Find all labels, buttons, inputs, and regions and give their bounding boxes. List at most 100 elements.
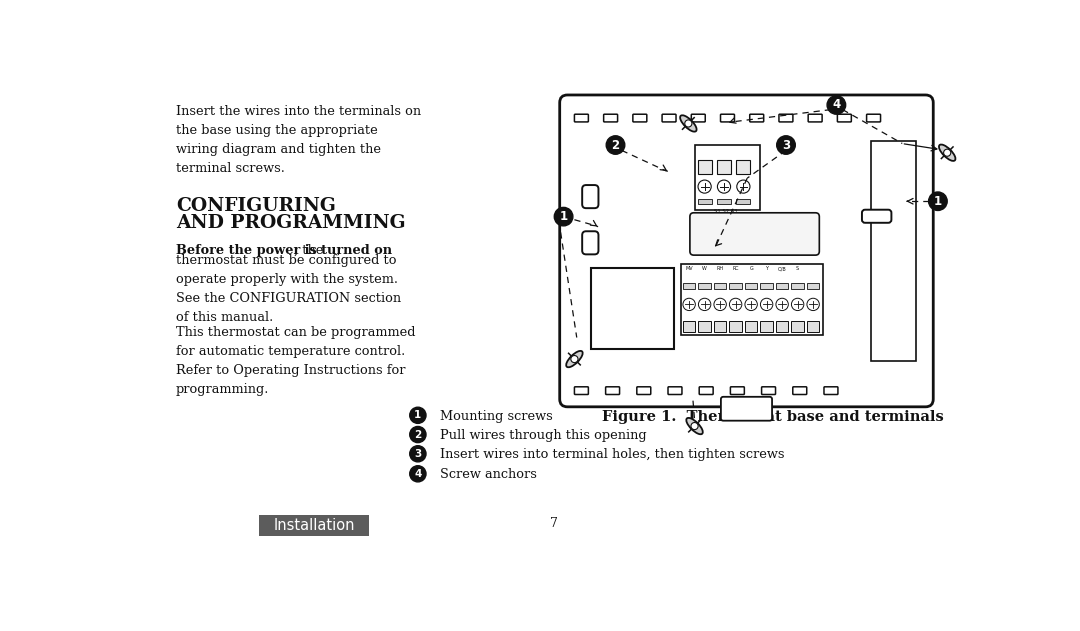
FancyBboxPatch shape	[714, 321, 727, 332]
FancyBboxPatch shape	[683, 283, 696, 289]
Text: 2: 2	[415, 430, 421, 440]
FancyBboxPatch shape	[807, 321, 820, 332]
FancyBboxPatch shape	[680, 264, 823, 335]
Text: RH: RH	[716, 266, 724, 271]
FancyBboxPatch shape	[837, 114, 851, 122]
FancyBboxPatch shape	[591, 268, 674, 349]
FancyBboxPatch shape	[698, 199, 712, 204]
Circle shape	[699, 298, 711, 310]
Text: W: W	[702, 266, 707, 271]
FancyBboxPatch shape	[750, 114, 764, 122]
Text: Figure 1.  Thermostat base and terminals: Figure 1. Thermostat base and terminals	[602, 410, 944, 424]
Circle shape	[929, 192, 947, 211]
Circle shape	[827, 96, 846, 114]
Circle shape	[944, 149, 950, 156]
FancyBboxPatch shape	[669, 387, 681, 394]
FancyBboxPatch shape	[559, 95, 933, 407]
Circle shape	[714, 298, 727, 310]
FancyBboxPatch shape	[637, 387, 651, 394]
FancyBboxPatch shape	[745, 283, 757, 289]
Text: AND PROGRAMMING: AND PROGRAMMING	[176, 213, 406, 232]
Circle shape	[606, 136, 625, 154]
Circle shape	[745, 298, 757, 310]
FancyBboxPatch shape	[729, 283, 742, 289]
FancyBboxPatch shape	[808, 114, 822, 122]
Circle shape	[685, 120, 692, 127]
Text: Insert the wires into the terminals on
the base using the appropriate
wiring dia: Insert the wires into the terminals on t…	[176, 105, 421, 175]
Text: G: G	[750, 266, 753, 271]
Text: 4: 4	[415, 469, 421, 479]
FancyBboxPatch shape	[714, 283, 727, 289]
Circle shape	[729, 298, 742, 310]
Text: 3: 3	[415, 449, 421, 459]
Text: O/B: O/B	[778, 266, 786, 271]
Text: Pull wires through this opening: Pull wires through this opening	[440, 429, 646, 442]
Text: 7: 7	[550, 517, 557, 530]
Circle shape	[409, 445, 426, 462]
FancyBboxPatch shape	[582, 185, 598, 208]
FancyBboxPatch shape	[729, 321, 742, 332]
Ellipse shape	[686, 418, 703, 434]
FancyBboxPatch shape	[730, 387, 744, 394]
Text: RC: RC	[732, 266, 739, 271]
FancyBboxPatch shape	[259, 516, 369, 536]
FancyBboxPatch shape	[699, 283, 711, 289]
FancyBboxPatch shape	[737, 199, 751, 204]
FancyBboxPatch shape	[761, 387, 775, 394]
FancyBboxPatch shape	[717, 160, 731, 174]
Circle shape	[691, 423, 698, 430]
Text: 4: 4	[833, 98, 840, 112]
FancyBboxPatch shape	[792, 283, 804, 289]
Text: This thermostat can be programmed
for automatic temperature control.
Refer to Op: This thermostat can be programmed for au…	[176, 326, 416, 396]
FancyBboxPatch shape	[691, 114, 705, 122]
Circle shape	[807, 298, 820, 310]
FancyBboxPatch shape	[793, 387, 807, 394]
FancyBboxPatch shape	[737, 160, 751, 174]
FancyBboxPatch shape	[698, 160, 712, 174]
Text: 2: 2	[611, 139, 620, 151]
Circle shape	[409, 407, 426, 423]
Circle shape	[409, 466, 426, 482]
FancyBboxPatch shape	[582, 231, 598, 254]
Text: Before the power is turned on: Before the power is turned on	[176, 244, 392, 257]
FancyBboxPatch shape	[575, 114, 589, 122]
Text: 3: 3	[782, 139, 791, 151]
Text: Insert wires into terminal holes, then tighten screws: Insert wires into terminal holes, then t…	[440, 449, 784, 461]
Circle shape	[571, 355, 578, 363]
FancyBboxPatch shape	[717, 199, 731, 204]
Text: Y: Y	[765, 266, 768, 271]
Circle shape	[554, 208, 572, 226]
FancyBboxPatch shape	[760, 321, 773, 332]
FancyBboxPatch shape	[721, 397, 772, 421]
FancyBboxPatch shape	[720, 114, 734, 122]
FancyBboxPatch shape	[575, 387, 589, 394]
Circle shape	[737, 180, 750, 193]
FancyBboxPatch shape	[690, 213, 820, 255]
FancyBboxPatch shape	[699, 387, 713, 394]
Circle shape	[775, 298, 788, 310]
Text: 1: 1	[415, 410, 421, 420]
Circle shape	[698, 180, 712, 193]
Text: S: S	[796, 266, 799, 271]
FancyBboxPatch shape	[633, 114, 647, 122]
Circle shape	[717, 180, 730, 193]
Ellipse shape	[680, 115, 697, 132]
FancyBboxPatch shape	[662, 114, 676, 122]
Circle shape	[683, 298, 696, 310]
Circle shape	[409, 427, 426, 442]
Ellipse shape	[566, 351, 583, 367]
FancyBboxPatch shape	[779, 114, 793, 122]
FancyBboxPatch shape	[606, 387, 620, 394]
Text: MV: MV	[686, 266, 693, 271]
FancyBboxPatch shape	[694, 145, 759, 211]
Text: Screw anchors: Screw anchors	[440, 468, 537, 481]
Text: 1: 1	[559, 210, 568, 223]
Text: thermostat must be configured to
operate properly with the system.
See the CONFI: thermostat must be configured to operate…	[176, 254, 401, 324]
FancyBboxPatch shape	[872, 141, 916, 361]
Text: Installation: Installation	[273, 518, 354, 533]
Text: 1: 1	[934, 195, 942, 208]
Circle shape	[760, 298, 773, 310]
Ellipse shape	[939, 144, 956, 161]
Text: Mounting screws: Mounting screws	[440, 410, 552, 423]
FancyBboxPatch shape	[866, 114, 880, 122]
